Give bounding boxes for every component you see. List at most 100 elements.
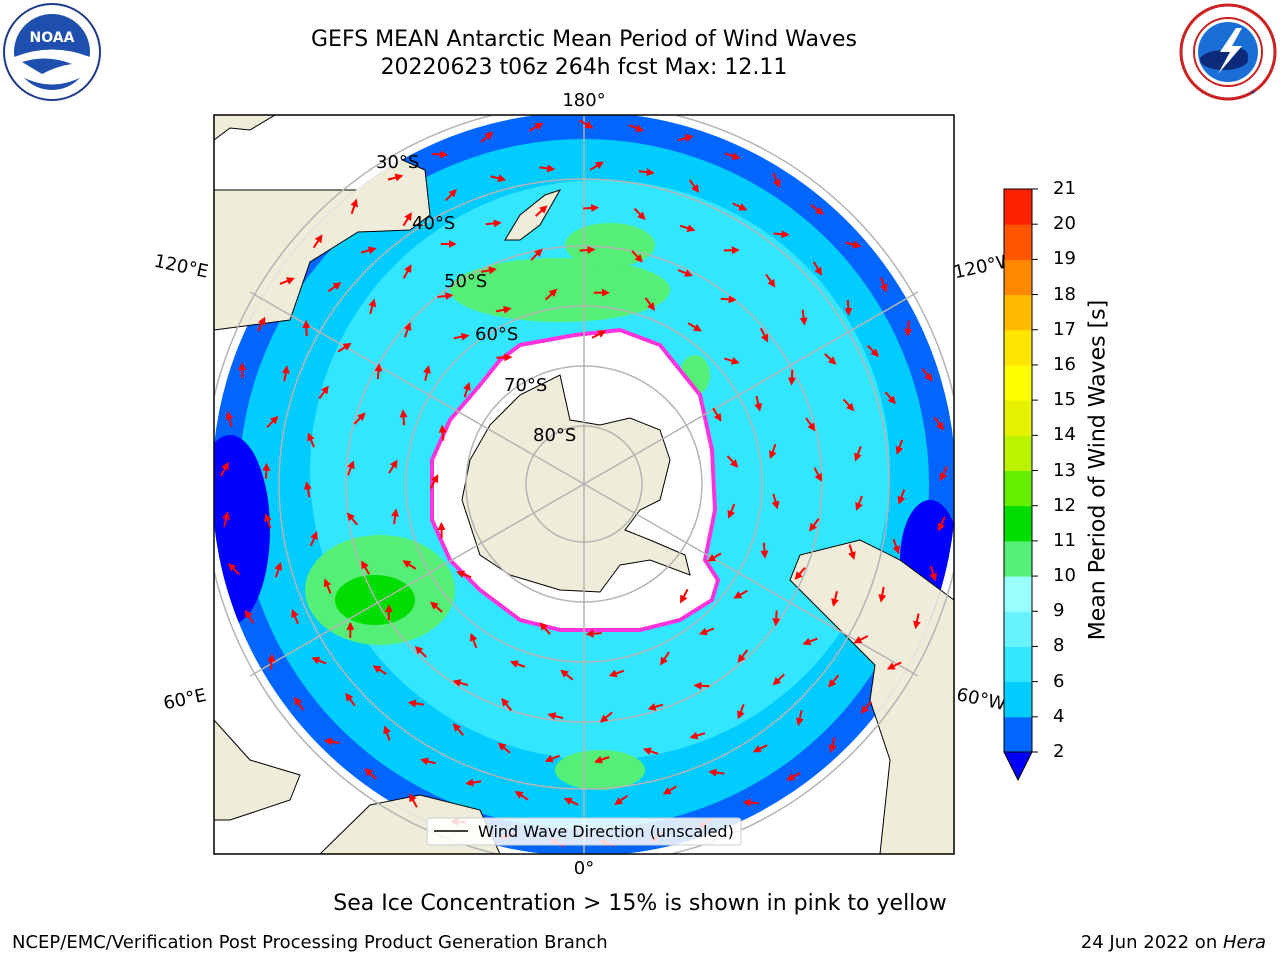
chart-title: GEFS MEAN Antarctic Mean Period of Wind …: [311, 27, 857, 52]
wind-wave-arrow: [429, 474, 439, 489]
colorbar-tick-label: 6: [1053, 670, 1065, 692]
wind-wave-arrow: [496, 353, 513, 362]
wind-wave-arrow: [853, 635, 869, 644]
wind-wave-arrow: [364, 768, 377, 780]
colorbar-tick-label: 16: [1053, 353, 1076, 375]
wind-wave-arrow: [720, 295, 737, 304]
wind-wave-arrow: [383, 725, 391, 741]
wind-wave-arrow: [805, 417, 816, 432]
wind-wave-arrow: [399, 409, 408, 426]
wind-wave-arrow: [844, 300, 853, 317]
wind-wave-arrow: [937, 516, 946, 532]
colorbar-tick-label: 9: [1053, 600, 1065, 622]
wind-wave-arrow: [407, 699, 424, 708]
wind-wave-arrow: [854, 446, 862, 462]
wind-wave-arrow: [318, 385, 329, 400]
wind-wave-arrow: [786, 772, 801, 781]
map-frame: [213, 114, 955, 855]
wind-wave-arrow: [438, 424, 447, 441]
colorbar-segment: [1004, 716, 1032, 753]
colorbar-tick-label: 15: [1053, 389, 1076, 411]
wind-wave-arrow: [848, 544, 856, 561]
wind-wave-arrow: [544, 288, 558, 301]
wind-wave-arrow: [772, 172, 781, 188]
wind-wave-arrow: [309, 531, 318, 547]
colorbar-segment: [1004, 400, 1032, 436]
wind-wave-arrow: [361, 560, 371, 575]
wind-wave-arrow: [679, 224, 696, 232]
colorbar-tick-label: 10: [1053, 565, 1076, 587]
wind-wave-arrow: [812, 261, 822, 276]
wind-wave-arrow: [452, 679, 469, 687]
lat-label-40s: 40°S: [412, 213, 455, 234]
colorbar-segment: [1004, 435, 1032, 471]
wind-wave-arrow: [855, 495, 863, 511]
wind-wave-arrow: [267, 653, 276, 670]
wind-wave-arrow: [732, 202, 748, 211]
wind-wave-arrow: [480, 131, 494, 143]
wind-wave-arrow: [430, 601, 443, 613]
wind-wave-arrow: [291, 609, 299, 625]
lon-label-120e: 120°E: [152, 251, 210, 283]
wind-wave-arrow: [469, 632, 478, 649]
wind-wave-arrow: [350, 198, 359, 215]
wind-wave-arrow: [497, 742, 511, 754]
wind-wave-arrow: [884, 391, 896, 405]
wind-wave-arrow: [828, 737, 837, 753]
noaa-logo-text: NOAA: [30, 30, 75, 46]
wind-wave-arrow: [699, 627, 715, 636]
wind-wave-arrow: [689, 731, 706, 740]
wind-wave-arrow: [802, 637, 818, 646]
wind-wave-arrow: [687, 322, 702, 332]
wind-wave-arrow: [860, 700, 872, 714]
wind-wave-arrow: [388, 459, 398, 474]
wind-wave-arrow: [939, 466, 948, 482]
wind-wave-arrow: [633, 207, 646, 221]
lon-label-60w: 60°W: [955, 684, 1008, 715]
wind-wave-arrow: [490, 174, 507, 183]
colorbar-tick-label: 17: [1053, 318, 1076, 340]
wind-wave-arrow: [303, 481, 312, 498]
wind-wave-arrow: [879, 277, 888, 293]
colorbar-tick-label: 14: [1053, 424, 1076, 446]
wind-wave-arrow: [921, 368, 933, 382]
wind-wave-arrow: [372, 665, 387, 675]
footer-date: 24 Jun 2022 on Hera: [1081, 932, 1266, 953]
wind-wave-arrow: [810, 204, 824, 215]
wind-wave-arrow: [772, 610, 781, 627]
wind-wave-arrow: [583, 203, 600, 212]
wind-wave-arrow: [642, 747, 659, 756]
wind-wave-arrow: [514, 791, 529, 801]
wind-wave-arrow: [759, 327, 769, 343]
wind-wave-arrow: [220, 461, 229, 477]
wind-wave-arrow: [391, 508, 400, 525]
lon-label-0: 0°: [574, 858, 594, 879]
colorbar-segment: [1004, 329, 1032, 366]
wind-wave-arrow: [904, 320, 913, 337]
wind-wave-arrow: [485, 219, 502, 228]
wind-wave-arrow: [794, 567, 806, 580]
wind-wave-arrow: [539, 622, 551, 635]
wind-wave-arrow: [765, 273, 776, 288]
wind-wave-arrow: [631, 250, 643, 263]
wind-wave-arrow: [913, 613, 921, 630]
legend-label: Wind Wave Direction (unscaled): [478, 822, 734, 841]
wind-wave-arrow: [225, 411, 234, 427]
colorbar-tick-label: 12: [1053, 494, 1076, 516]
wind-wave-arrow: [281, 365, 290, 382]
wind-wave-arrow: [724, 152, 741, 160]
wind-wave-arrow: [760, 542, 769, 559]
wind-wave-arrow: [264, 513, 272, 529]
wind-wave-arrow: [402, 212, 412, 227]
wind-wave-arrow: [547, 712, 564, 720]
lon-label-60e: 60°E: [162, 685, 209, 715]
wind-wave-arrow: [866, 344, 880, 358]
wind-wave-arrow: [608, 669, 625, 678]
wind-wave-arrow: [647, 703, 664, 711]
wind-wave-arrow: [465, 778, 482, 787]
chart-subtitle: 20220623 t06z 264h fcst Max: 12.11: [380, 55, 788, 80]
wind-wave-arrow: [345, 692, 356, 707]
wind-wave-arrow: [337, 342, 352, 353]
colorbar-segment: [1004, 364, 1032, 401]
colorbar-tick-label: 19: [1053, 248, 1076, 270]
